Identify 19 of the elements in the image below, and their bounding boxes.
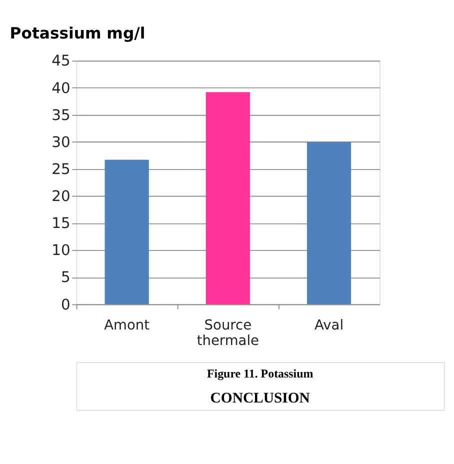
bar — [104, 160, 149, 304]
x-tick-label: Aval — [314, 318, 344, 334]
caption: Figure 11. Potassium — [206, 366, 314, 381]
y-tick-label: 40 — [52, 80, 70, 97]
text: CONCLUSION — [210, 390, 310, 407]
x-tick-label: Source thermale — [196, 318, 259, 350]
bar — [206, 92, 250, 304]
y-tick-label: 15 — [52, 215, 70, 232]
y-tick-label: 30 — [52, 134, 70, 151]
chart-title: Potassium mg/l — [10, 24, 146, 43]
bar — [306, 142, 352, 304]
x-tick-label: Amont — [104, 318, 150, 334]
y-tick-label: 20 — [52, 188, 70, 206]
y-tick-label: 10 — [52, 242, 70, 260]
y-tick-label: 0 — [60, 296, 70, 314]
y-tick-label: 35 — [52, 106, 70, 124]
y-tick-label: 5 — [60, 269, 70, 286]
y-tick-label: 25 — [52, 160, 70, 178]
y-tick-label: 45 — [52, 52, 70, 70]
